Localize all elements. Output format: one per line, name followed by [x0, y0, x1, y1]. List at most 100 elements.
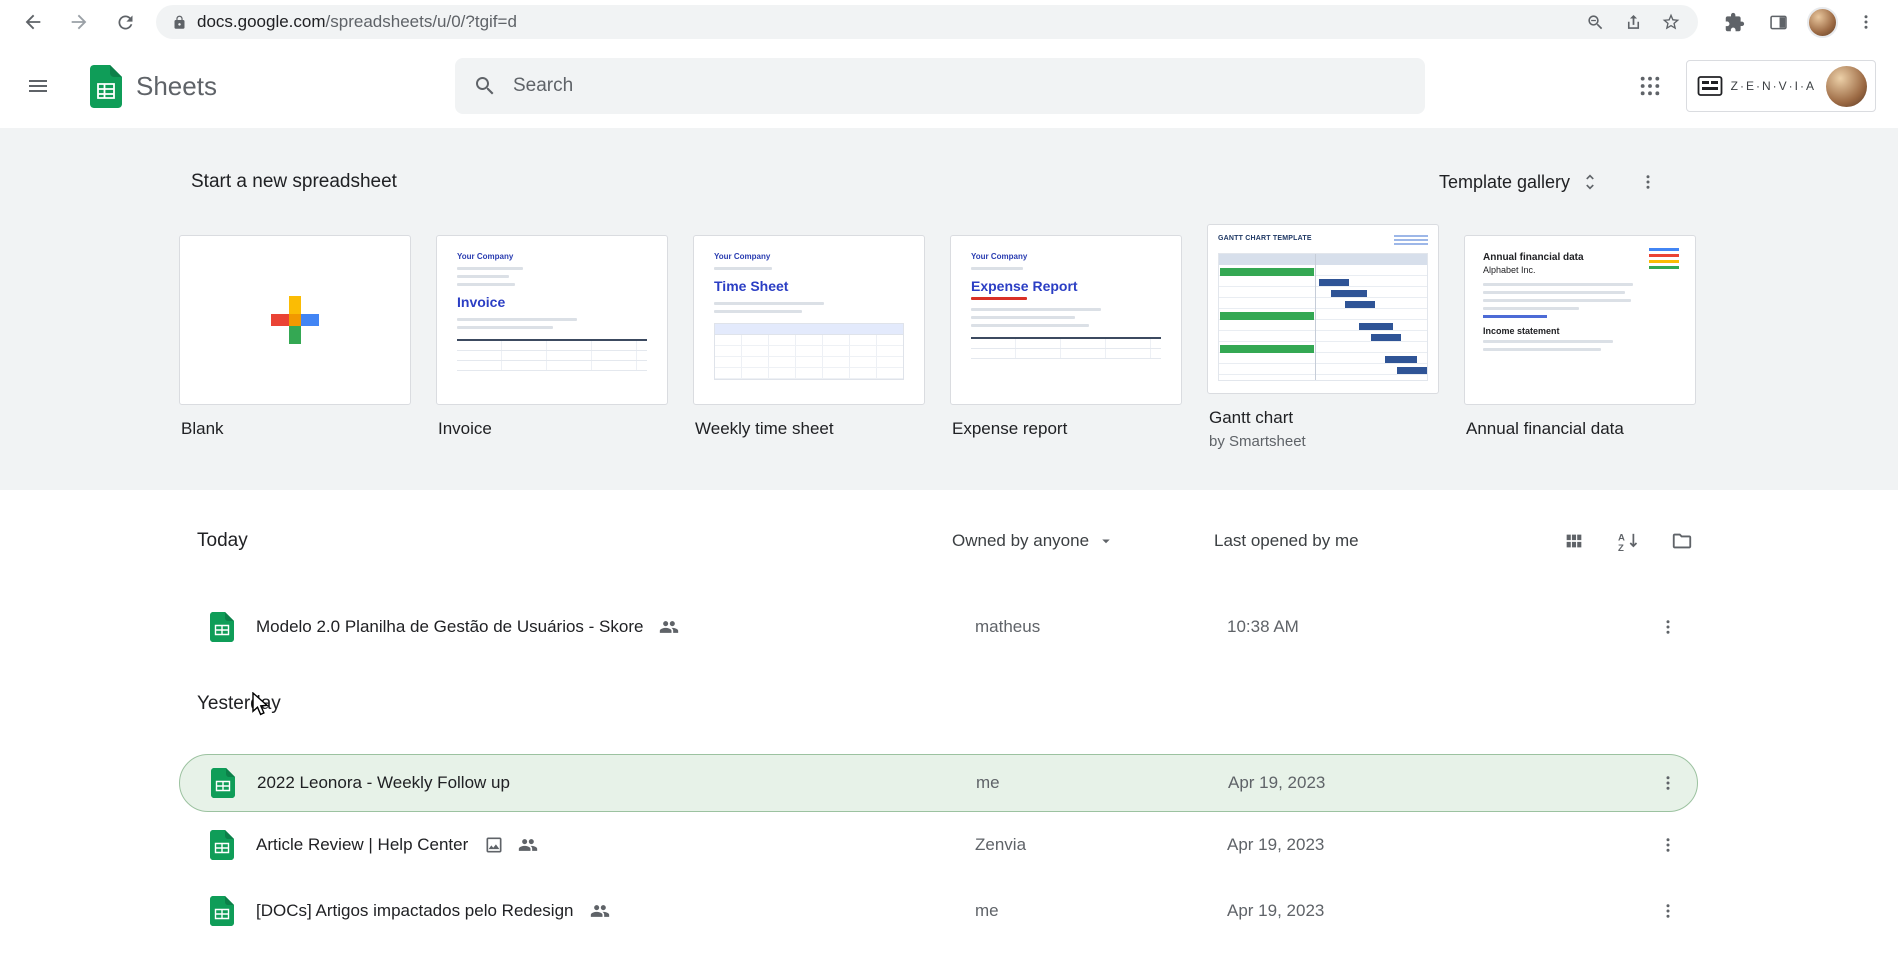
- shared-people-icon: [519, 839, 538, 851]
- file-menu-button[interactable]: [1646, 889, 1690, 933]
- google-apps-button[interactable]: [1626, 62, 1674, 110]
- file-menu-button[interactable]: [1646, 823, 1690, 867]
- kebab-menu-icon: [1666, 838, 1670, 852]
- kebab-menu-icon: [1666, 904, 1670, 918]
- search-input[interactable]: [512, 75, 1407, 97]
- app-header-right: Z·E·N·V·I·A: [1626, 60, 1876, 112]
- file-title: Article Review | Help Center: [256, 835, 469, 854]
- browser-forward-button[interactable]: [56, 2, 102, 42]
- file-list: Today Owned by anyone Last opened by me …: [0, 490, 1898, 962]
- template-card-annual-financial-data[interactable]: Annual financial data Alphabet Inc. Inco…: [1464, 224, 1696, 450]
- template-sublabel: by Smartsheet: [1209, 433, 1306, 450]
- grid-view-button[interactable]: [1554, 521, 1594, 561]
- group-heading-yesterday: Yesterday: [197, 693, 281, 714]
- file-date: Apr 19, 2023: [1227, 835, 1325, 854]
- forward-arrow-icon: [71, 14, 87, 30]
- file-menu-button[interactable]: [1646, 955, 1690, 962]
- thumb-subtitle: Alphabet Inc.: [1483, 265, 1536, 275]
- thumb-title: Time Sheet: [714, 278, 789, 294]
- file-owner: Zenvia: [975, 835, 1027, 854]
- puzzle-icon: [1725, 12, 1744, 31]
- owner-filter-label: Owned by anyone: [952, 531, 1090, 550]
- thumb-table: [714, 323, 904, 380]
- file-title: 2022 Leonora - Weekly Follow up: [257, 773, 510, 792]
- template-label: Invoice: [438, 419, 492, 438]
- file-menu-button[interactable]: [1646, 605, 1690, 649]
- list-view-controls: A Z: [1554, 521, 1702, 561]
- browser-reload-button[interactable]: [102, 2, 148, 42]
- grid-view-icon: [1566, 534, 1582, 548]
- group-heading-today: Today: [197, 530, 248, 551]
- multicolor-plus-icon: [271, 296, 319, 344]
- back-arrow-icon: [25, 14, 41, 30]
- zoom-magnifier-icon: [1587, 14, 1602, 29]
- brand-name: Z·E·N·V·I·A: [1730, 79, 1816, 93]
- file-date: Apr 19, 2023: [1228, 773, 1326, 792]
- template-label: Annual financial data: [1466, 419, 1624, 438]
- share-icon: [1627, 14, 1639, 29]
- section-title: Start a new spreadsheet: [191, 171, 397, 192]
- hamburger-icon: [29, 80, 47, 92]
- zenvia-logo: [1697, 76, 1723, 96]
- template-card-blank[interactable]: Blank: [179, 224, 411, 450]
- thumb-gantt-grid: [1218, 253, 1428, 381]
- template-card-invoice[interactable]: Your Company Invoice Invoice: [436, 224, 668, 450]
- share-page-button[interactable]: [1614, 5, 1652, 39]
- template-gallery-button[interactable]: Template gallery: [1433, 164, 1606, 201]
- sheets-logo[interactable]: [90, 64, 122, 108]
- sort-button[interactable]: A Z: [1608, 521, 1648, 561]
- browser-menu-button[interactable]: [1844, 2, 1888, 42]
- template-card-weekly-time-sheet[interactable]: Your Company Time Sheet Weekly time shee…: [693, 224, 925, 450]
- file-row[interactable]: Article Review | Help Center Zenvia Apr …: [179, 812, 1698, 878]
- browser-profile-avatar[interactable]: [1800, 2, 1844, 42]
- file-menu-button[interactable]: [1646, 761, 1690, 805]
- sheets-logo-icon: [90, 64, 122, 108]
- address-bar[interactable]: docs.google.com/spreadsheets/u/0/?tgif=d: [156, 5, 1698, 39]
- bookmark-star-button[interactable]: [1652, 5, 1690, 39]
- side-panel-button[interactable]: [1756, 2, 1800, 42]
- unfold-more-icon: [1586, 174, 1594, 190]
- thumb-table: [457, 339, 647, 371]
- file-row[interactable]: [Atenção] Artigos impactados pelos Chatb…: [179, 944, 1698, 962]
- extensions-button[interactable]: [1712, 2, 1756, 42]
- template-section-header: Start a new spreadsheet Template gallery: [0, 128, 1898, 224]
- template-label: Blank: [181, 419, 224, 438]
- file-row-selected[interactable]: 2022 Leonora - Weekly Follow up me Apr 1…: [179, 754, 1698, 812]
- zoom-indicator-button[interactable]: [1576, 5, 1614, 39]
- account-avatar: [1826, 65, 1867, 107]
- thumb-section: Income statement: [1483, 326, 1560, 336]
- expense-thumbnail: Your Company Expense Report: [950, 235, 1182, 405]
- folder-button[interactable]: [1662, 521, 1702, 561]
- sheets-file-icon: [210, 896, 234, 926]
- svg-text:A: A: [1617, 532, 1624, 543]
- main-menu-button[interactable]: [14, 62, 62, 110]
- browser-toolbar: docs.google.com/spreadsheets/u/0/?tgif=d: [0, 0, 1898, 44]
- thumb-title: GANTT CHART TEMPLATE: [1218, 235, 1312, 242]
- file-title: Modelo 2.0 Planilha de Gestão de Usuário…: [256, 617, 644, 636]
- file-row[interactable]: Modelo 2.0 Planilha de Gestão de Usuário…: [179, 594, 1698, 660]
- template-section: Start a new spreadsheet Template gallery: [0, 128, 1898, 490]
- browser-toolbar-right: [1712, 2, 1888, 42]
- avatar: [1806, 6, 1838, 38]
- search-bar[interactable]: [454, 58, 1425, 114]
- svg-text:Z: Z: [1617, 543, 1623, 553]
- template-menu-button[interactable]: [1628, 162, 1668, 202]
- template-card-expense-report[interactable]: Your Company Expense Report Expense repo…: [950, 224, 1182, 450]
- last-opened-sort-button[interactable]: Last opened by me: [1214, 531, 1534, 551]
- template-card-gantt-chart[interactable]: GANTT CHART TEMPLATE: [1207, 224, 1439, 450]
- owner-filter-dropdown[interactable]: Owned by anyone: [952, 531, 1214, 551]
- thumb-company: Your Company: [971, 252, 1028, 261]
- invoice-thumbnail: Your Company Invoice: [436, 235, 668, 405]
- apps-grid-icon: [1640, 76, 1659, 96]
- account-avatar-button[interactable]: [1826, 65, 1867, 107]
- kebab-menu-icon: [1864, 15, 1868, 29]
- blank-thumbnail: [179, 235, 411, 405]
- thumb-company: Your Company: [714, 252, 771, 261]
- folder-icon: [1672, 533, 1692, 549]
- thumb-lines: [1394, 235, 1428, 245]
- file-row[interactable]: [DOCs] Artigos impactados pelo Redesign …: [179, 878, 1698, 944]
- file-owner: matheus: [975, 617, 1041, 636]
- kebab-menu-icon: [1666, 776, 1670, 790]
- browser-back-button[interactable]: [10, 2, 56, 42]
